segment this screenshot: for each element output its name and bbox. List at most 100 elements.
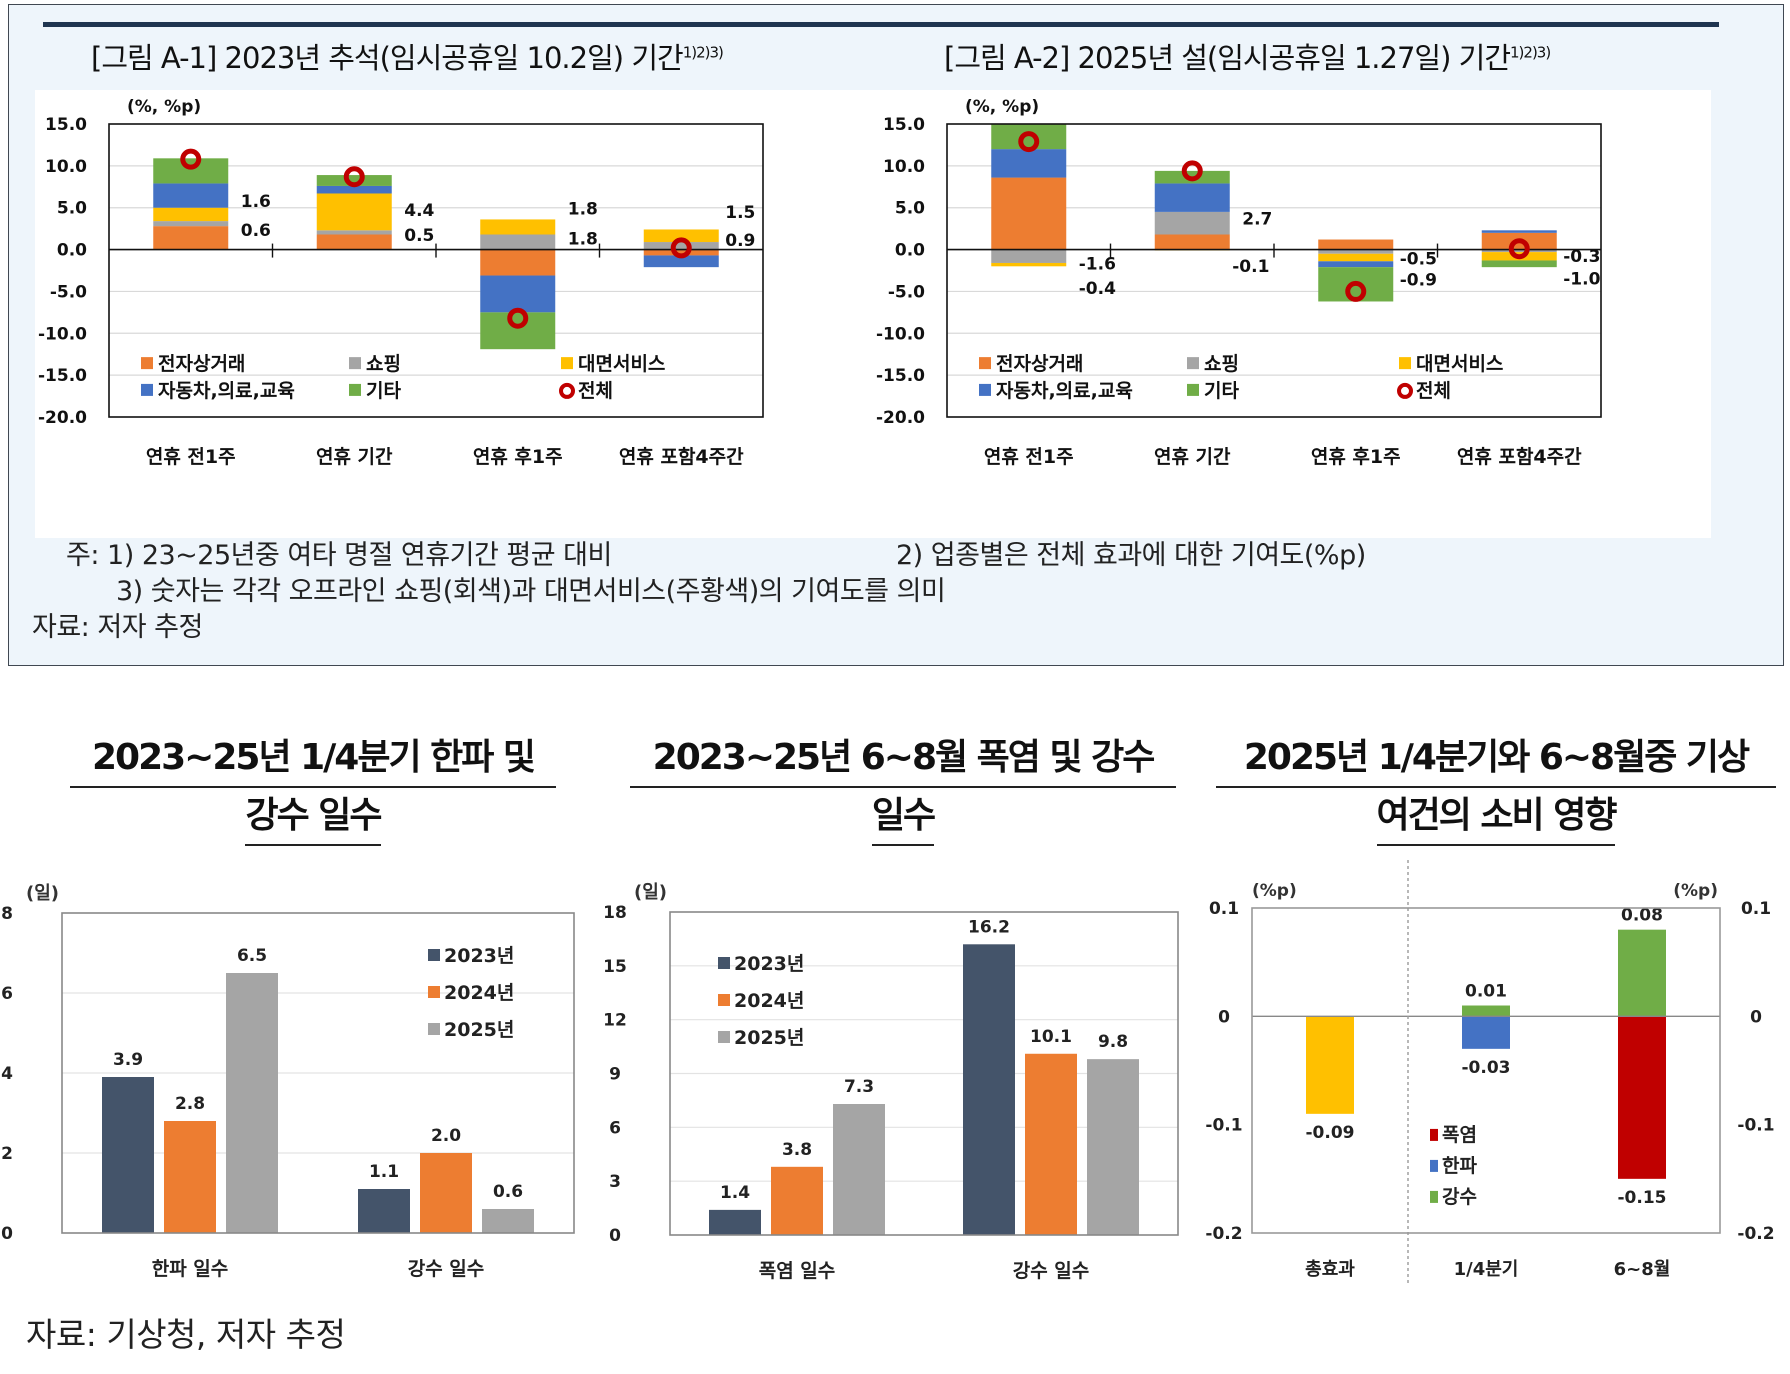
annotation-upper: -0.5 xyxy=(1400,250,1437,270)
total-marker xyxy=(1018,131,1040,153)
legend-swatch-coldwave xyxy=(1430,1159,1438,1172)
annotation-lower: 0.9 xyxy=(725,231,755,251)
note-source: 자료: 저자 추정 xyxy=(32,612,203,643)
bar-segment-other xyxy=(1481,260,1557,268)
y-tick-label-right: 0.1 xyxy=(1741,899,1771,919)
bar-value-label: -0.15 xyxy=(1618,1188,1667,1208)
total-marker xyxy=(180,148,202,170)
x-tick-label: 연휴 포함4주간 xyxy=(1457,446,1582,468)
x-tick-label: 연휴 전1주 xyxy=(146,446,236,468)
x-tick-label: 연휴 기간 xyxy=(316,446,393,468)
annotation-lower: -0.9 xyxy=(1400,271,1437,291)
y-tick-label: 8 xyxy=(1,904,13,924)
y-tick-label-right: -0.1 xyxy=(1737,1116,1774,1136)
legend-label: 쇼핑 xyxy=(1204,353,1239,375)
legend-swatch-auto_med_edu xyxy=(141,383,153,396)
bar-y2025 xyxy=(226,973,278,1233)
legend-swatch-rain xyxy=(1430,1190,1438,1203)
header-rule xyxy=(43,22,1719,27)
bar-segment-rain xyxy=(1618,929,1666,1017)
bottom-source: 자료: 기상청, 저자 추정 xyxy=(26,1315,346,1354)
bar-segment-heatwave xyxy=(1618,1016,1666,1179)
figure-a2-title: [그림 A-2] 2025년 설(임시공휴일 1.27일) 기간1)2)3) xyxy=(944,35,1551,77)
bar-segment-face_service xyxy=(316,193,392,231)
legend-swatch-other xyxy=(349,383,361,396)
bar-y2025 xyxy=(833,1104,885,1235)
x-tick-label: 연휴 후1주 xyxy=(473,446,563,468)
legend-label: 2025년 xyxy=(444,1019,514,1041)
bar-segment-ecommerce xyxy=(480,249,556,276)
note-3: 3) 숫자는 각각 오프라인 쇼핑(회색)과 대면서비스(주황색)의 기여도를 … xyxy=(116,576,946,607)
bar-value-label: 2.0 xyxy=(431,1126,461,1146)
bar-y2024 xyxy=(1025,1053,1077,1235)
figure-a2-superscript: 1)2)3) xyxy=(1510,43,1551,62)
figure-box: [그림 A-1] 2023년 추석(임시공휴일 10.2일) 기간1)2)3) … xyxy=(8,4,1784,666)
legend-marker-total xyxy=(1397,382,1413,399)
chart-a1: (%, %p) 15.0 10.0 5.0 0.0 -5.0 -10.0 -15.0 -20.0… xyxy=(35,90,873,538)
x-tick-label: 연휴 전1주 xyxy=(984,446,1074,468)
legend-label: 자동차,의료,교육 xyxy=(996,380,1133,402)
legend-label: 전체 xyxy=(1416,380,1451,402)
x-tick-label: 강수 일수 xyxy=(408,1258,485,1280)
bar-segment-shopping xyxy=(643,242,719,250)
total-marker xyxy=(1181,160,1203,182)
legend-swatch-shopping xyxy=(1187,357,1199,370)
x-tick-label: 연휴 후1주 xyxy=(1311,446,1401,468)
bar-segment-auto_med_edu xyxy=(480,275,556,313)
bar-segment-face_service xyxy=(153,207,229,222)
figure-a1-title: [그림 A-1] 2023년 추석(임시공휴일 10.2일) 기간1)2)3) xyxy=(91,35,724,77)
bar-segment-other xyxy=(153,158,229,184)
bar-value-label: 0.08 xyxy=(1621,906,1663,926)
bar-segment-ecommerce xyxy=(643,249,719,256)
chart-b1: (일) 8 6 4 2 0 3.9 2.8 6.5 한파 일수 1.1 2.0 0.6 강수 일수 2023… xyxy=(1,883,575,1280)
legend-label: 폭염 xyxy=(1442,1124,1477,1146)
chart-b2-title-line1: 2023~25년 6~8월 폭염 및 강수 xyxy=(630,730,1176,788)
legend-swatch-face_service xyxy=(561,357,573,370)
bar-segment-shopping xyxy=(1318,249,1394,254)
x-tick-label: 연휴 기간 xyxy=(1154,446,1231,468)
bar-segment-ecommerce xyxy=(153,226,229,250)
y-tick-label: -10.0 xyxy=(38,324,87,344)
bar-value-label: 10.1 xyxy=(1030,1027,1072,1047)
y-axis-unit-right: (%p) xyxy=(1673,881,1718,901)
bar-y2023 xyxy=(358,1189,410,1233)
chart-b1-title-line2: 강수 일수 xyxy=(245,788,383,846)
legend-swatch-y2024 xyxy=(718,994,730,1006)
bar-y2023 xyxy=(963,944,1015,1235)
bar-segment-other xyxy=(991,124,1067,150)
bar-segment-shopping xyxy=(153,221,229,227)
legend-label: 강수 xyxy=(1442,1186,1477,1208)
y-tick-label: 12 xyxy=(603,1011,627,1031)
bar-y2024 xyxy=(164,1121,216,1233)
y-tick-label: 0 xyxy=(1,1224,13,1244)
bar-segment-auto_med_edu xyxy=(643,255,719,268)
y-axis-unit: (일) xyxy=(26,883,59,904)
annotation-lower: 0.6 xyxy=(241,221,271,241)
bar-value-label: 7.3 xyxy=(844,1077,874,1097)
total-marker xyxy=(507,307,529,329)
bar-value-label: 3.9 xyxy=(113,1050,143,1070)
annotation-lower: -0.4 xyxy=(1079,279,1116,299)
bar-value-label: 1.4 xyxy=(720,1183,750,1203)
bar-segment-auto_med_edu xyxy=(316,185,392,194)
y-tick-label: 0.0 xyxy=(57,241,87,261)
legend-swatch-y2024 xyxy=(428,986,440,998)
bar-segment-face_service xyxy=(991,262,1067,267)
total-marker xyxy=(1508,238,1530,260)
x-tick-label: 1/4분기 xyxy=(1454,1259,1519,1280)
bar-value-label: 3.8 xyxy=(782,1140,812,1160)
bar-value-label: 9.8 xyxy=(1098,1032,1128,1052)
bar-segment-auto_med_edu xyxy=(153,183,229,208)
legend-marker-total xyxy=(559,382,575,399)
bar-value-label: 0.01 xyxy=(1465,982,1507,1002)
y-axis-unit-left: (%p) xyxy=(1252,881,1297,901)
annotation-lower: -1.0 xyxy=(1563,270,1600,290)
y-tick-label: 10.0 xyxy=(45,157,87,177)
bar-segment-face_service xyxy=(643,229,719,243)
y-tick-label: -5.0 xyxy=(888,282,925,302)
note-1: 주: 1) 23~25년중 여타 명절 연휴기간 평균 대비 xyxy=(66,540,612,571)
annotation-upper: 1.8 xyxy=(568,199,598,219)
bar-value-label: -0.09 xyxy=(1306,1123,1355,1143)
bar-segment-shopping xyxy=(1481,249,1557,253)
bar-value-label: 2.8 xyxy=(175,1094,205,1114)
